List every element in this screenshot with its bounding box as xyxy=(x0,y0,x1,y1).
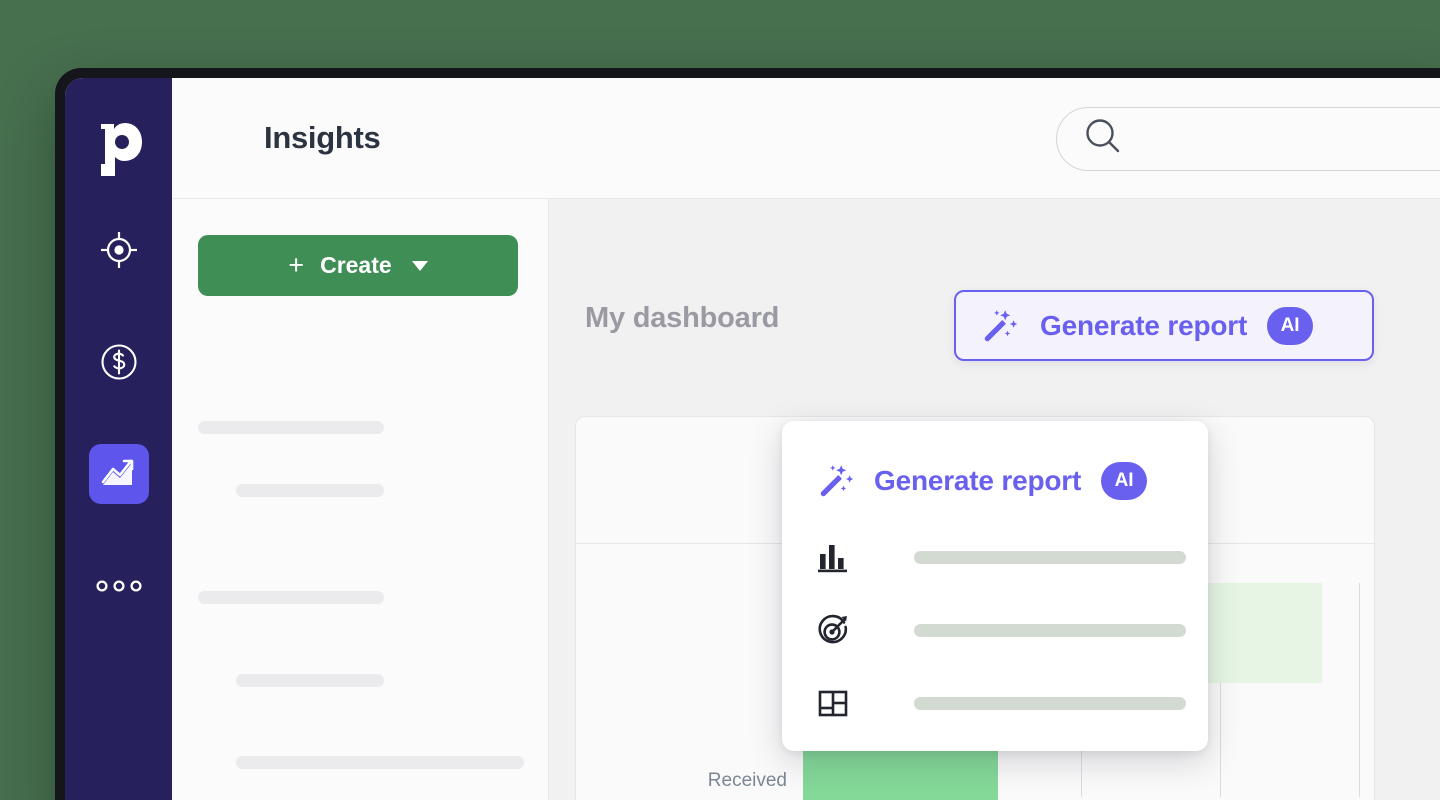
generate-report-dropdown: Generate report AI xyxy=(782,421,1208,751)
plus-icon: + xyxy=(288,250,305,280)
create-button-label: Create xyxy=(320,252,392,278)
chevron-down-icon xyxy=(411,260,428,271)
layout-grid-icon xyxy=(816,687,850,719)
ai-badge: AI xyxy=(1267,306,1314,345)
gridline-180 xyxy=(1220,583,1221,797)
dropdown-generate-report-label: Generate report xyxy=(874,465,1082,496)
gridline-240 xyxy=(1359,583,1360,797)
menu-item-bar-chart[interactable] xyxy=(816,540,1208,574)
dropdown-generate-report-item[interactable]: Generate report AI xyxy=(816,461,1208,501)
menu-item-label-placeholder xyxy=(914,550,1186,564)
ai-badge: AI xyxy=(1101,462,1148,500)
more-dots-icon xyxy=(95,579,142,593)
pipedrive-p-logo[interactable] xyxy=(95,118,143,176)
target-dart-icon xyxy=(816,614,850,646)
generate-report-button[interactable]: Generate report AI xyxy=(954,290,1374,361)
top-bar: Insights xyxy=(172,78,1440,199)
search-bar[interactable] xyxy=(1056,107,1440,171)
generate-report-label: Generate report xyxy=(1040,309,1248,341)
page-title: Insights xyxy=(264,120,381,155)
bar-chart-icon xyxy=(816,541,850,573)
menu-item-goal-target[interactable] xyxy=(816,613,1208,647)
magic-wand-sparkles-icon xyxy=(980,306,1020,346)
magic-wand-sparkles-icon xyxy=(816,461,856,501)
skeleton-row xyxy=(236,674,384,687)
sidebar-item-leads[interactable] xyxy=(89,220,149,280)
bar-label: Received xyxy=(707,769,787,791)
dollar-circle-icon xyxy=(99,342,139,382)
sidebar-item-deals[interactable] xyxy=(89,332,149,392)
sidebar-nav xyxy=(65,78,172,800)
sidebar-item-insights[interactable] xyxy=(88,444,149,504)
insights-chart-icon xyxy=(99,454,139,494)
skeleton-row xyxy=(198,421,384,434)
sidebar-item-more[interactable] xyxy=(89,556,149,616)
menu-item-label-placeholder xyxy=(914,623,1186,637)
search-input[interactable] xyxy=(1137,129,1440,149)
app-window: Insights + Create xyxy=(55,68,1440,800)
skeleton-row xyxy=(198,591,384,604)
crosshair-target-icon xyxy=(98,229,140,271)
menu-item-layout-grid[interactable] xyxy=(816,686,1208,720)
dashboard-title: My dashboard xyxy=(585,302,780,334)
skeleton-row xyxy=(236,756,524,769)
left-content-panel: + Create xyxy=(172,199,549,800)
skeleton-row xyxy=(236,484,384,497)
create-button[interactable]: + Create xyxy=(198,235,518,296)
main-content: My dashboard Generate report AI xyxy=(549,199,1440,800)
search-icon xyxy=(1081,115,1125,164)
menu-item-label-placeholder xyxy=(914,696,1186,710)
app-screen: Insights + Create xyxy=(65,78,1440,800)
